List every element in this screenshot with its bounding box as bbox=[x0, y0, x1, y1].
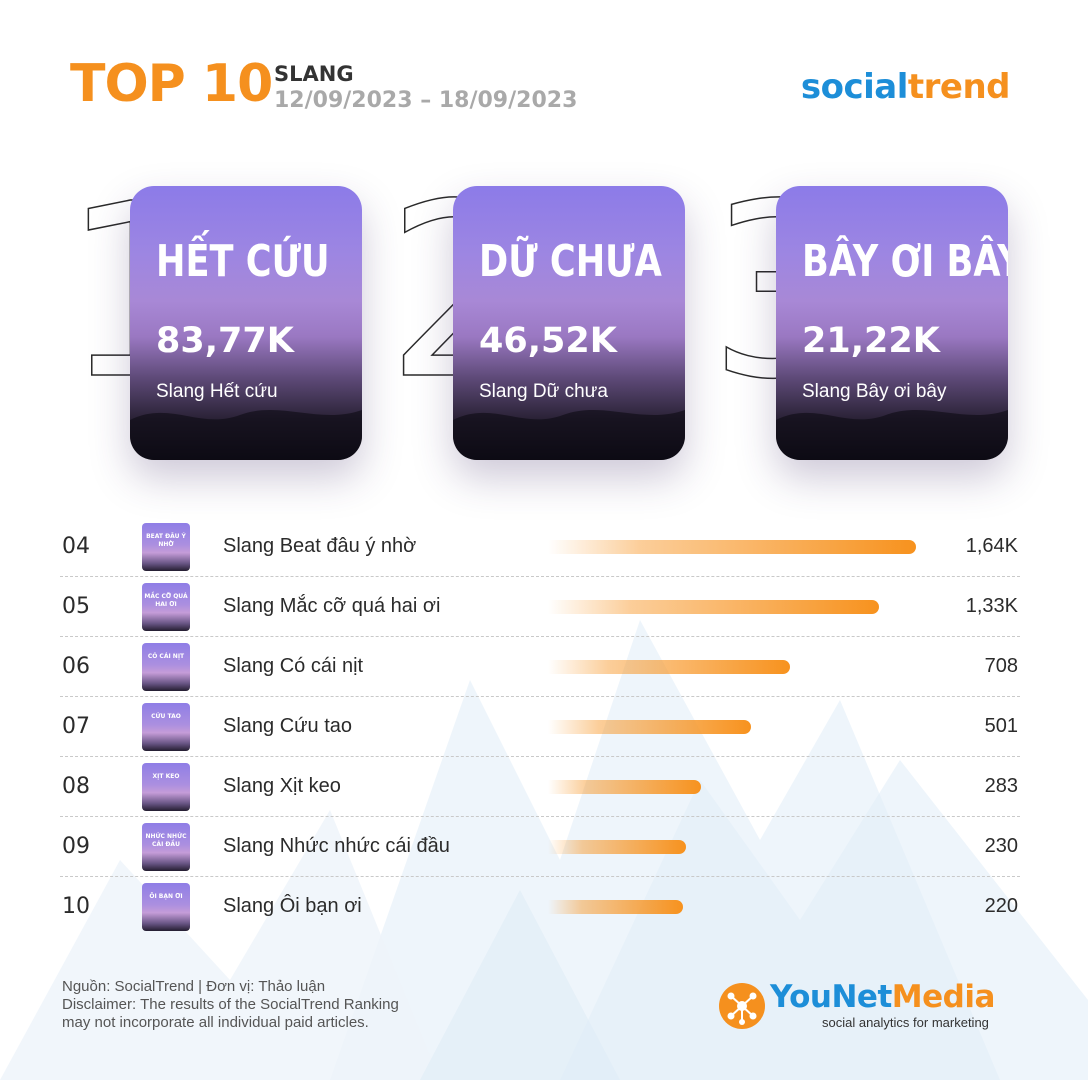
ranking-row: 09 NHỨC NHỨC CÁI ĐẦU Slang Nhức nhức cái… bbox=[60, 817, 1020, 877]
thumbnail-text: BEAT ĐÂU Ý NHỜ bbox=[146, 533, 186, 548]
row-rank: 08 bbox=[62, 774, 90, 799]
row-label: Slang Ôi bạn ơi bbox=[223, 895, 362, 917]
ranking-row: 05 MẮC CỠ QUÁ HAI ƠI Slang Mắc cỡ quá ha… bbox=[60, 577, 1020, 637]
row-value: 1,33K bbox=[965, 595, 1018, 617]
thumbnail-text: CỨU TAO bbox=[151, 713, 181, 720]
ranking-row: 10 ÔI BẠN ƠI Slang Ôi bạn ơi 220 bbox=[60, 877, 1020, 937]
podium-slang: DỮ CHƯA bbox=[479, 236, 662, 287]
row-divider bbox=[60, 876, 1020, 877]
brand-part2: trend bbox=[907, 67, 1011, 107]
podium-value: 21,22K bbox=[802, 321, 940, 361]
hill-silhouette bbox=[130, 410, 362, 460]
ranking-row: 07 CỨU TAO Slang Cứu tao 501 bbox=[60, 697, 1020, 757]
thumbnail-text: CÓ CÁI NỊT bbox=[147, 653, 185, 660]
row-rank: 10 bbox=[62, 894, 90, 919]
slang-thumbnail: MẮC CỠ QUÁ HAI ƠI bbox=[142, 583, 190, 631]
slang-thumbnail: ÔI BẠN ƠI bbox=[142, 883, 190, 931]
footer-notes: Nguồn: SocialTrend | Đơn vị: Thảo luận D… bbox=[62, 978, 399, 1032]
podium-slang: HẾT CỨU bbox=[156, 236, 330, 287]
row-divider bbox=[60, 576, 1020, 577]
ranking-row: 08 XỊT KEO Slang Xịt keo 283 bbox=[60, 757, 1020, 817]
row-label: Slang Có cái nịt bbox=[223, 655, 364, 677]
source-note: Nguồn: SocialTrend | Đơn vị: Thảo luận bbox=[62, 978, 326, 995]
podium-slang: BÂY ƠI BÂY bbox=[802, 236, 1008, 287]
hill-silhouette bbox=[453, 410, 685, 460]
slang-thumbnail: NHỨC NHỨC CÁI ĐẦU bbox=[142, 823, 190, 871]
bar bbox=[548, 720, 751, 734]
row-rank: 04 bbox=[62, 534, 90, 559]
bar bbox=[548, 900, 683, 914]
thumbnail-text: XỊT KEO bbox=[152, 773, 180, 780]
row-value: 220 bbox=[984, 895, 1018, 917]
row-divider bbox=[60, 756, 1020, 757]
logo-tagline: social analytics for marketing bbox=[822, 1015, 989, 1030]
logo-part2: Media bbox=[891, 979, 996, 1015]
page-subtitle: SLANG bbox=[274, 62, 354, 86]
row-divider bbox=[60, 816, 1020, 817]
row-value: 1,64K bbox=[965, 535, 1018, 557]
logo-part1: YouNet bbox=[770, 979, 892, 1015]
row-rank: 06 bbox=[62, 654, 90, 679]
podium-value: 83,77K bbox=[156, 321, 294, 361]
thumbnail-text: ÔI BẠN ƠI bbox=[149, 893, 183, 900]
podium-label: Slang Bây ơi bây bbox=[802, 381, 947, 402]
row-value: 708 bbox=[984, 655, 1018, 677]
bar bbox=[548, 600, 879, 614]
row-label: Slang Mắc cỡ quá hai ơi bbox=[223, 595, 441, 617]
page-title: TOP 10 bbox=[70, 54, 273, 114]
podium-value: 46,52K bbox=[479, 321, 617, 361]
disclaimer-line-2: may not incorporate all individual paid … bbox=[62, 1014, 369, 1031]
bar bbox=[548, 780, 701, 794]
row-divider bbox=[60, 696, 1020, 697]
slang-thumbnail: CÓ CÁI NỊT bbox=[142, 643, 190, 691]
row-value: 283 bbox=[984, 775, 1018, 797]
slang-thumbnail: XỊT KEO bbox=[142, 763, 190, 811]
row-rank: 05 bbox=[62, 594, 90, 619]
thumbnail-text: NHỨC NHỨC CÁI ĐẦU bbox=[145, 833, 187, 848]
row-rank: 07 bbox=[62, 714, 90, 739]
ranking-row: 04 BEAT ĐÂU Ý NHỜ Slang Beat đâu ý nhờ 1… bbox=[60, 517, 1020, 577]
bar bbox=[548, 540, 916, 554]
brand-part1: social bbox=[800, 67, 909, 107]
row-label: Slang Beat đâu ý nhờ bbox=[223, 535, 417, 557]
podium-card-1: HẾT CỨU 83,77K Slang Hết cứu bbox=[130, 186, 362, 460]
slang-thumbnail: BEAT ĐÂU Ý NHỜ bbox=[142, 523, 190, 571]
row-label: Slang Cứu tao bbox=[223, 715, 353, 737]
podium-card-3: BÂY ƠI BÂY 21,22K Slang Bây ơi bây bbox=[776, 186, 1008, 460]
row-label: Slang Nhức nhức cái đầu bbox=[223, 835, 450, 857]
row-divider bbox=[60, 636, 1020, 637]
podium-label: Slang Hết cứu bbox=[156, 381, 278, 402]
row-rank: 09 bbox=[62, 834, 90, 859]
younet-logo-icon bbox=[719, 983, 765, 1029]
podium-card-2: DỮ CHƯA 46,52K Slang Dữ chưa bbox=[453, 186, 685, 460]
hill-silhouette bbox=[776, 410, 1008, 460]
podium-label: Slang Dữ chưa bbox=[479, 381, 608, 402]
row-value: 501 bbox=[984, 715, 1018, 737]
row-value: 230 bbox=[984, 835, 1018, 857]
date-range: 12/09/2023 – 18/09/2023 bbox=[274, 88, 578, 113]
bar bbox=[548, 840, 686, 854]
thumbnail-text: MẮC CỠ QUÁ HAI ƠI bbox=[144, 593, 188, 608]
disclaimer-line-1: Disclaimer: The results of the SocialTre… bbox=[62, 996, 399, 1013]
ranking-row: 06 CÓ CÁI NỊT Slang Có cái nịt 708 bbox=[60, 637, 1020, 697]
row-label: Slang Xịt keo bbox=[223, 775, 341, 797]
socialtrend-logo: socialtrend bbox=[800, 67, 1011, 107]
younet-logo-text: YouNetMedia bbox=[770, 982, 995, 1013]
slang-thumbnail: CỨU TAO bbox=[142, 703, 190, 751]
bar bbox=[548, 660, 790, 674]
